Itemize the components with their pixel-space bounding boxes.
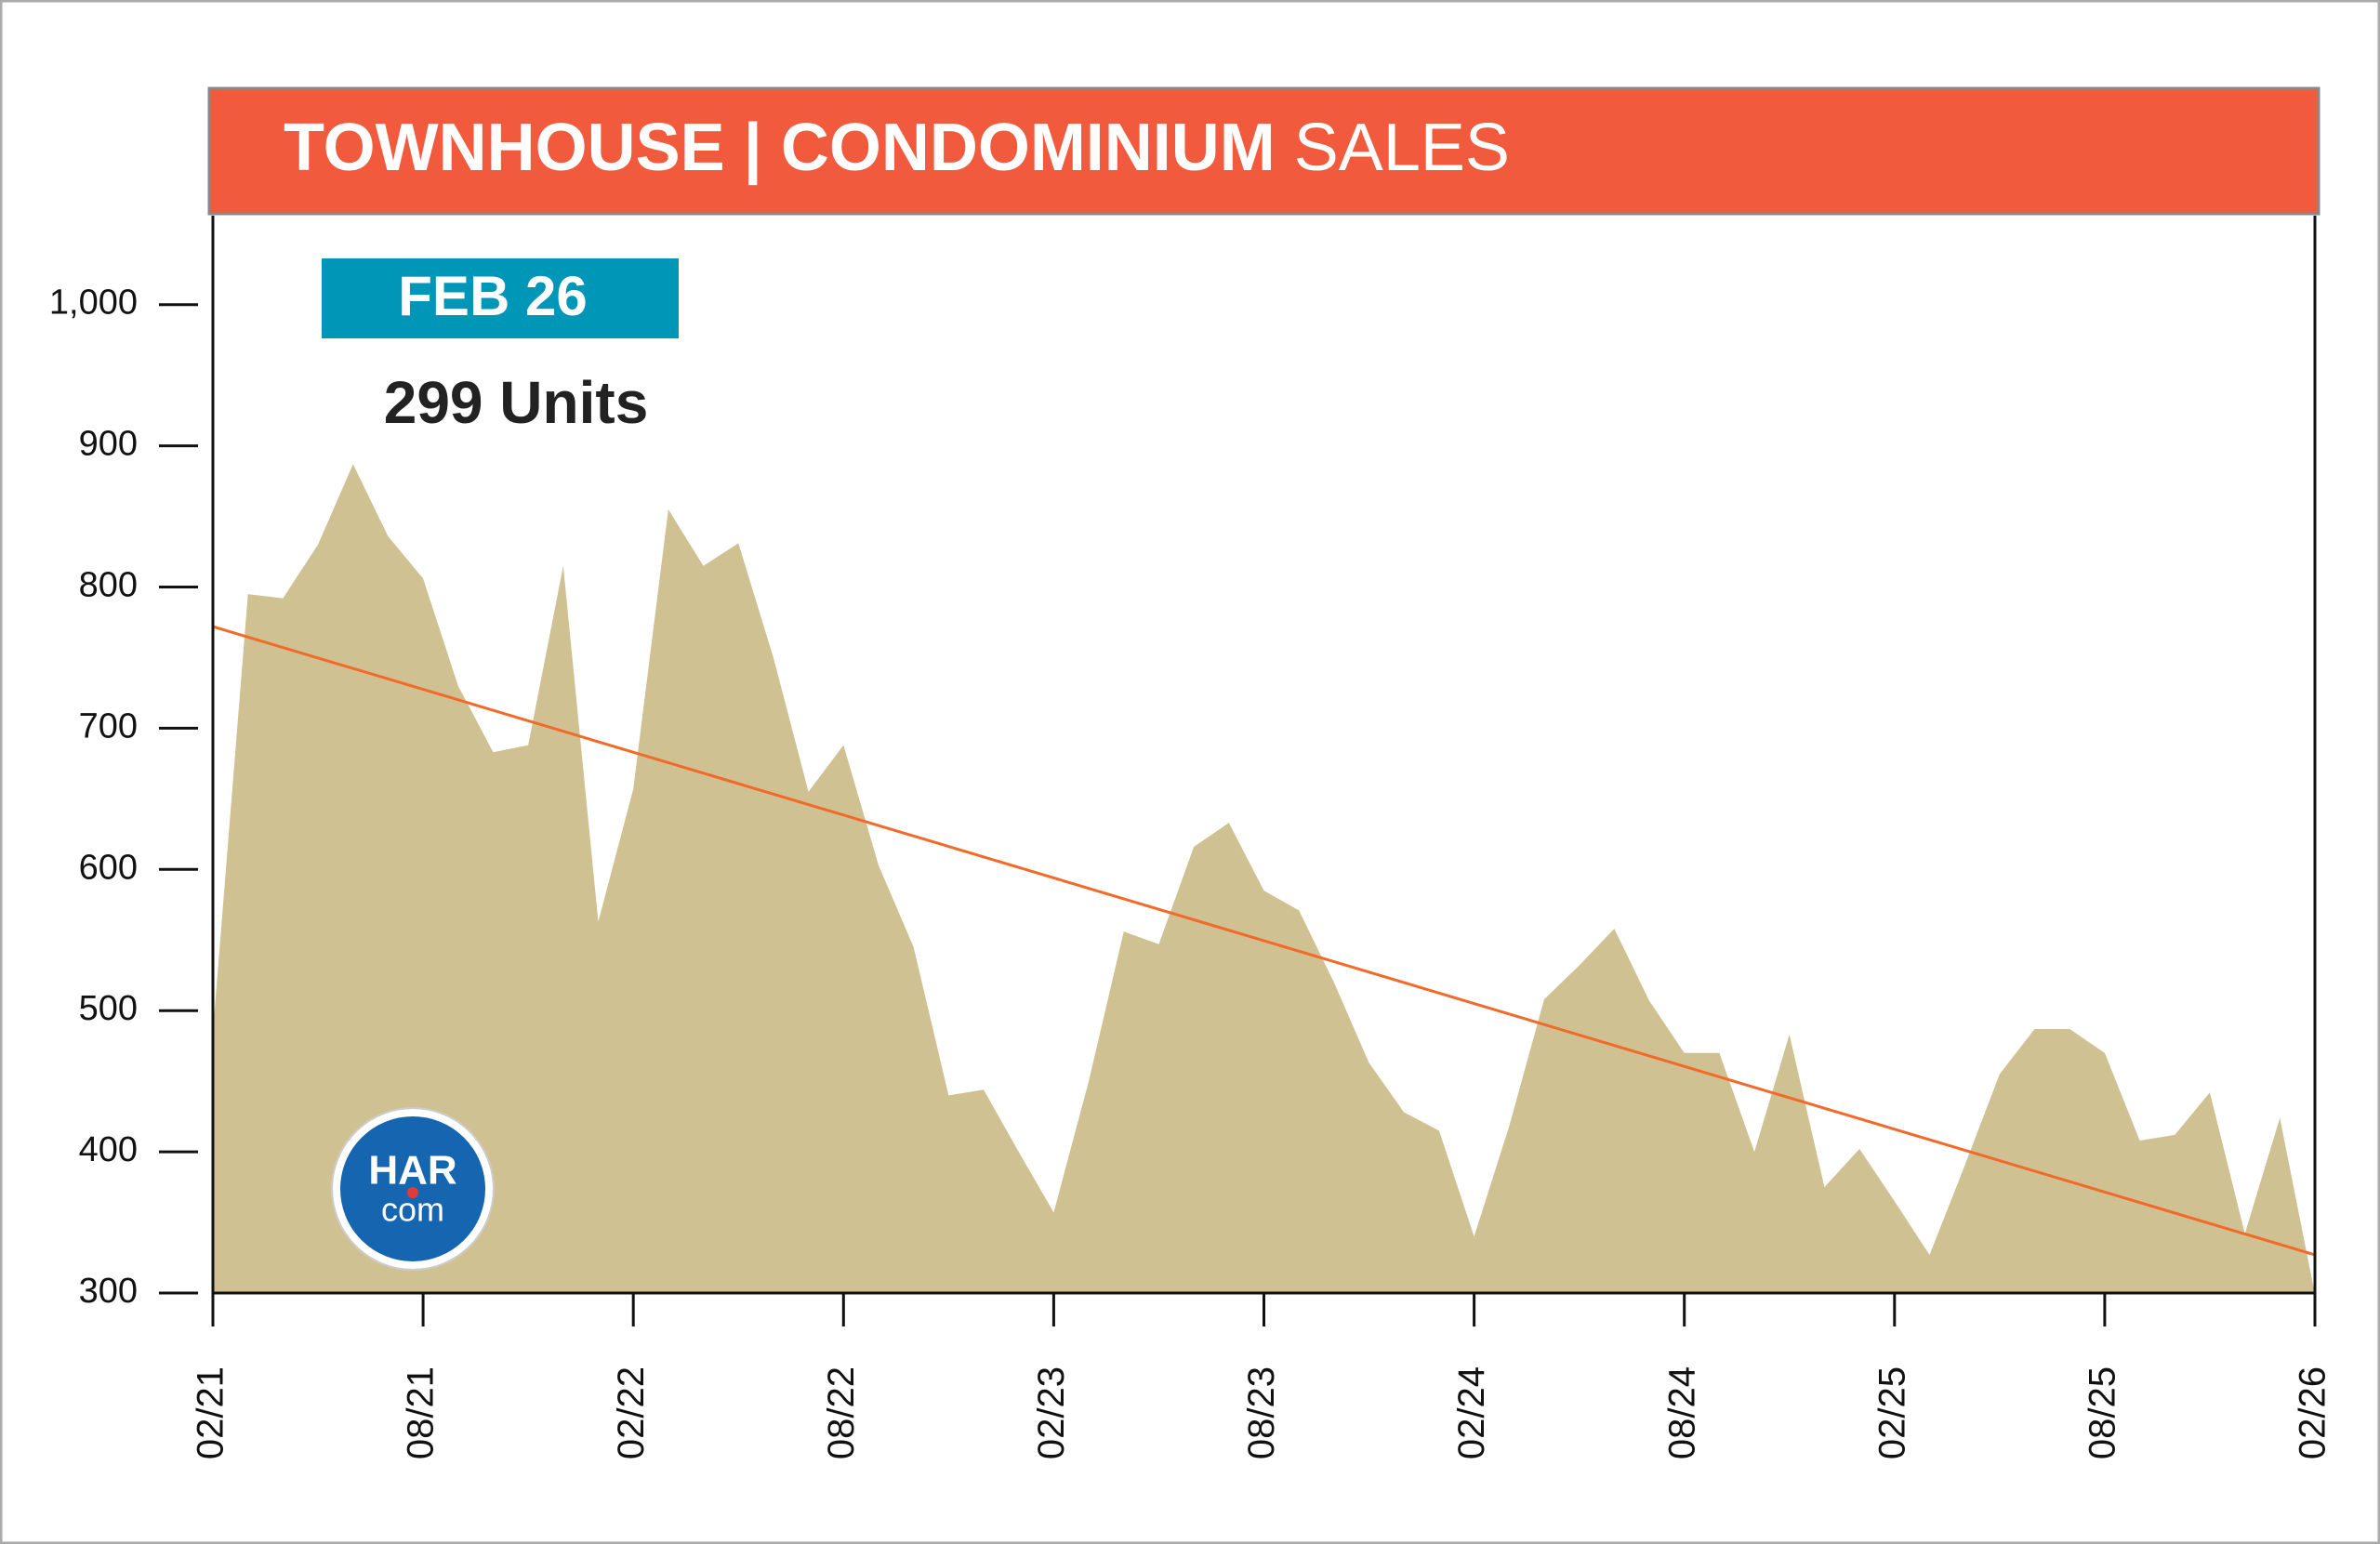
y-tick-label: 600 <box>79 848 138 887</box>
logo-bottom: com <box>381 1191 444 1229</box>
y-tick-label: 300 <box>79 1272 138 1311</box>
area <box>213 464 2315 1295</box>
x-tick-label: 02/21 <box>191 1366 231 1459</box>
logo-dot <box>407 1187 418 1198</box>
plot-area: 300 400 500 600 700 800 900 1,000 02/21 08/21 02/2… <box>49 216 2334 1459</box>
x-tick-label: 08/25 <box>2082 1366 2122 1459</box>
logo-top: HAR <box>368 1148 456 1194</box>
x-tick-label: 02/26 <box>2293 1366 2334 1459</box>
x-tick-label: 02/23 <box>1031 1366 1072 1459</box>
title-suffix: SALES <box>1294 111 1510 185</box>
annotation-label: FEB 26 <box>398 265 587 327</box>
y-tick-label: 900 <box>79 425 138 464</box>
x-tick-label: 02/24 <box>1451 1366 1492 1459</box>
x-tick-label: 08/23 <box>1241 1366 1282 1459</box>
annotation-box <box>322 258 679 338</box>
x-tick-label: 02/22 <box>611 1366 652 1459</box>
y-tick-label: 800 <box>79 566 138 605</box>
x-tick-label: 08/22 <box>821 1366 862 1459</box>
y-tick-label: 1,000 <box>49 284 138 323</box>
x-tick-label: 02/25 <box>1871 1366 1912 1459</box>
y-tick-label: 400 <box>79 1130 138 1169</box>
trend-line <box>212 625 2316 1257</box>
x-tick-label: 08/21 <box>401 1366 442 1459</box>
title-banner <box>207 86 2320 216</box>
title-main: TOWNHOUSE | CONDOMINIUM <box>284 111 1276 185</box>
y-tick-label: 700 <box>79 706 138 746</box>
annotation-text: 299 Units <box>384 369 649 436</box>
y-tick-label: 500 <box>79 989 138 1028</box>
logo-ring <box>331 1107 495 1271</box>
chart-title: TOWNHOUSE | CONDOMINIUM SALES <box>284 111 1510 185</box>
x-tick-label: 08/24 <box>1661 1366 1702 1459</box>
